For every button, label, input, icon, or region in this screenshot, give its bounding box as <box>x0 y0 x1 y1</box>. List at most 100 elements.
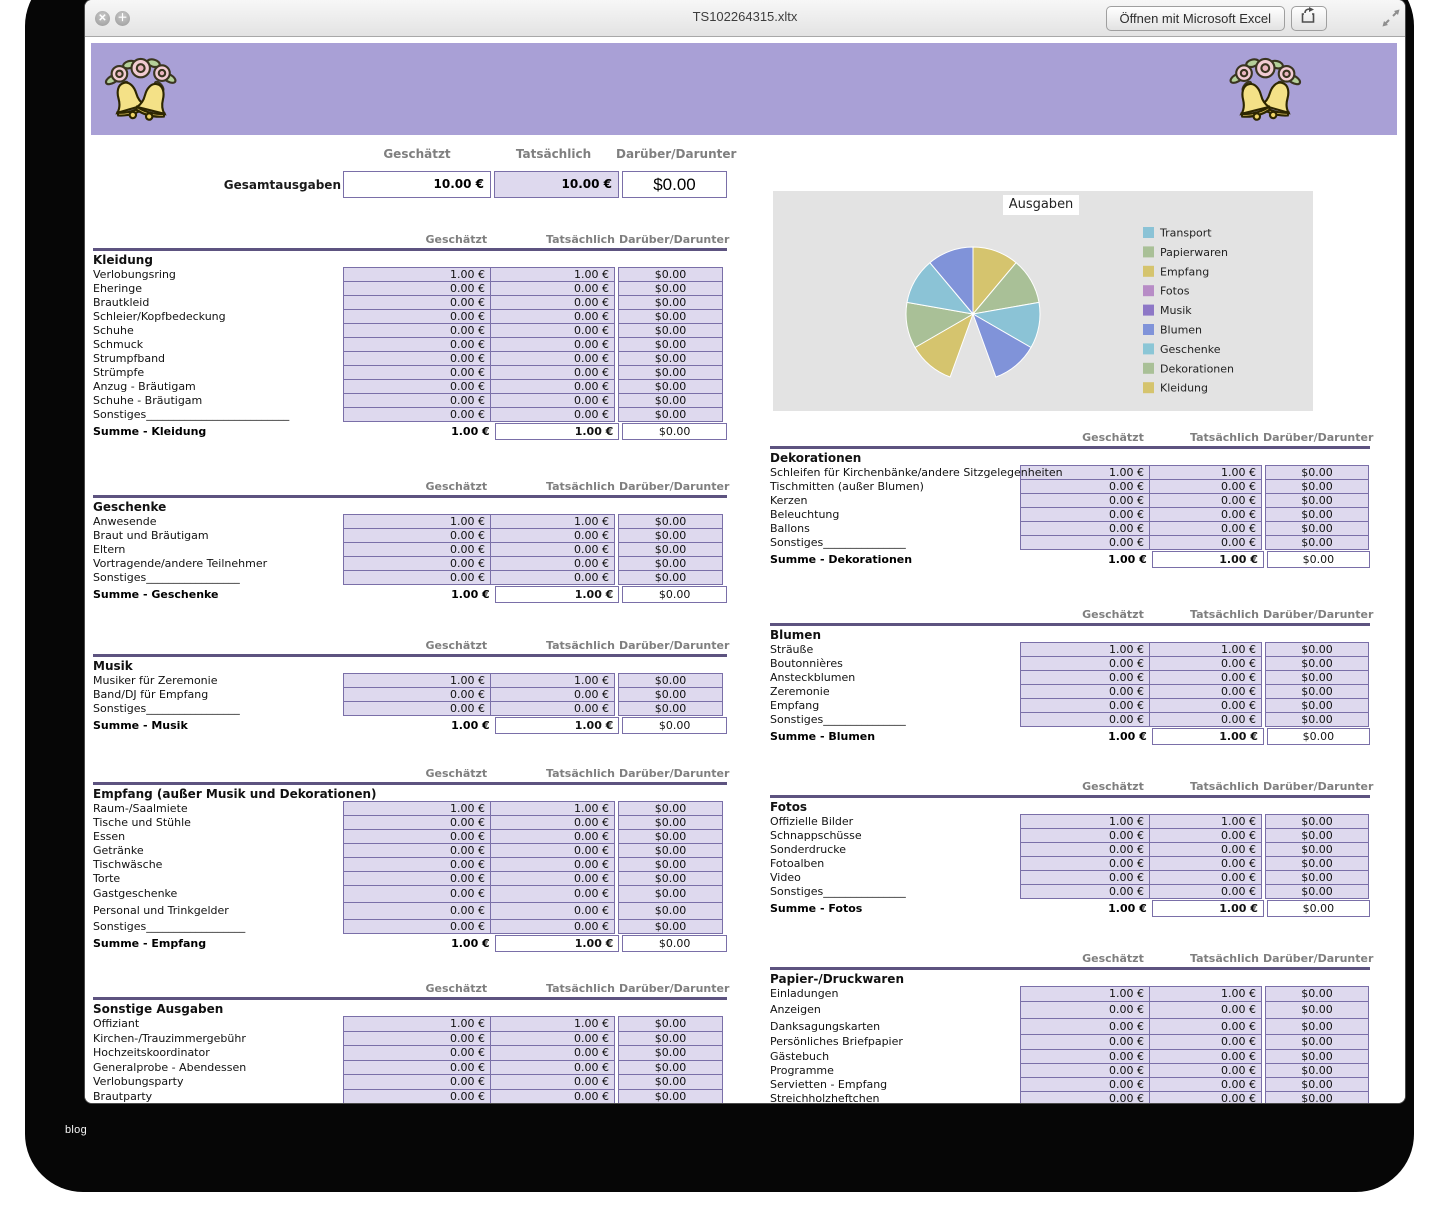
table-row: Gastgeschenke 0.00 €0.00 € $0.00 <box>93 885 727 903</box>
legend-swatch <box>1143 324 1154 335</box>
actual-cell: 0.00 € <box>490 365 615 380</box>
table-row: Personal und Trinkgelder 0.00 €0.00 € $0.0… <box>93 902 727 920</box>
table-row: Schmuck 0.00 €0.00 € $0.00 <box>93 337 727 352</box>
wedding-bells-left <box>101 53 179 128</box>
section-rule <box>93 248 727 251</box>
section-rule <box>93 654 727 657</box>
sum-label: Summe - Musik <box>93 719 188 732</box>
table-row: Vortragende/andere Teilnehmer 0.00 €0.00 … <box>93 556 727 571</box>
close-button[interactable]: ✕ <box>95 11 110 26</box>
section-column-headers: Geschätzt Tatsächlich Darüber/Darunter <box>770 780 1373 793</box>
actual-cell: 0.00 € <box>1149 493 1262 508</box>
actual-cell: 0.00 € <box>490 701 615 716</box>
row-label: Torte <box>93 872 121 885</box>
section-title: Sonstige Ausgaben <box>93 1002 224 1016</box>
table-row: Sonstiges__________________________ 0.00 … <box>93 407 727 422</box>
row-label: Danksagungskarten <box>770 1020 881 1033</box>
row-label: Schleier/Kopfbedeckung <box>93 310 226 323</box>
row-label: Sonstiges_______________ <box>770 536 906 549</box>
section-title: Kleidung <box>93 253 153 267</box>
table-row: Offiziant 1.00 €1.00 € $0.00 <box>93 1016 727 1032</box>
row-label: Vortragende/andere Teilnehmer <box>93 557 268 570</box>
sum-estimated: 1.00 € <box>451 425 490 438</box>
sum-over-under-cell: $0.00 <box>622 935 727 952</box>
column-header-actual: Tatsächlich <box>1190 952 1259 965</box>
actual-cell: 0.00 € <box>490 687 615 702</box>
share-button[interactable] <box>1291 6 1327 31</box>
section-title: Papier-/Druckwaren <box>770 972 904 986</box>
column-header-actual: Tatsächlich <box>546 639 615 652</box>
over-under-cell: $0.00 <box>1265 535 1369 550</box>
over-under-cell: $0.00 <box>1265 814 1369 829</box>
over-under-cell: $0.00 <box>1265 712 1369 727</box>
section-left-2: Geschätzt Tatsächlich Darüber/Darunter Musi… <box>93 639 729 734</box>
over-under-cell: $0.00 <box>618 885 723 903</box>
sum-actual-cell: 1.00 € <box>1151 900 1264 917</box>
footer-watermark: blog <box>65 1124 87 1136</box>
column-header-estimated: Geschätzt <box>1082 608 1144 621</box>
actual-cell: 0.00 € <box>1149 670 1262 685</box>
section-rule <box>93 495 727 498</box>
estimated-cell: 0.00 € <box>1020 1090 1150 1103</box>
row-label: Ansteckblumen <box>770 671 856 684</box>
over-under-cell: $0.00 <box>1265 870 1369 885</box>
summary-actual-cell: 10.00 € <box>494 171 619 198</box>
section-rule <box>770 795 1370 798</box>
section-column-headers: Geschätzt Tatsächlich Darüber/Darunter <box>770 431 1373 444</box>
sum-row: Summe - Kleidung 1.00 €1.00 € $0.00 <box>93 423 727 440</box>
estimated-cell: 0.00 € <box>343 528 491 543</box>
actual-cell: 0.00 € <box>490 1030 615 1046</box>
table-row: Brautkleid 0.00 €0.00 € $0.00 <box>93 295 727 310</box>
estimated-cell: 1.00 € <box>343 673 491 688</box>
estimated-cell: 0.00 € <box>343 542 491 557</box>
table-row: Schuhe 0.00 €0.00 € $0.00 <box>93 323 727 338</box>
over-under-cell: $0.00 <box>1265 1048 1369 1064</box>
legend-swatch <box>1143 227 1154 238</box>
sum-estimated: 1.00 € <box>1108 730 1147 743</box>
estimated-cell: 0.00 € <box>343 1074 491 1090</box>
row-label: Sonstiges_______________ <box>770 885 906 898</box>
over-under-cell: $0.00 <box>618 295 723 310</box>
column-header-over-under: Darüber/Darunter <box>1263 952 1374 965</box>
row-label: Persönliches Briefpapier <box>770 1035 903 1048</box>
sum-actual-cell: 1.00 € <box>494 423 620 440</box>
over-under-cell: $0.00 <box>1265 1076 1369 1092</box>
sum-row: Summe - Musik 1.00 €1.00 € $0.00 <box>93 717 727 734</box>
estimated-cell: 0.00 € <box>343 857 491 872</box>
actual-cell: 0.00 € <box>1149 684 1262 699</box>
row-label: Schmuck <box>93 338 144 351</box>
actual-cell: 0.00 € <box>490 407 615 422</box>
estimated-cell: 0.00 € <box>1020 535 1150 550</box>
sum-estimated: 1.00 € <box>1108 902 1147 915</box>
column-header-actual: Tatsächlich <box>1190 608 1259 621</box>
table-row: Anwesende 1.00 €1.00 € $0.00 <box>93 514 727 529</box>
over-under-cell: $0.00 <box>618 843 723 858</box>
fullscreen-button[interactable] <box>1381 8 1401 28</box>
estimated-cell: 0.00 € <box>1020 684 1150 699</box>
sum-over-under-cell: $0.00 <box>1266 900 1370 917</box>
actual-cell: 1.00 € <box>490 514 615 529</box>
legend-label: Kleidung <box>1160 382 1208 395</box>
section-right-2: Geschätzt Tatsächlich Darüber/Darunter Foto… <box>770 780 1373 917</box>
sum-over-under-cell: $0.00 <box>622 586 727 603</box>
sum-label: Summe - Geschenke <box>93 588 219 601</box>
column-header-estimated: Geschätzt <box>1082 780 1144 793</box>
row-label: Schleifen für Kirchenbänke/andere Sitzge… <box>770 466 1063 479</box>
sum-actual-cell: 1.00 € <box>494 717 620 734</box>
sum-actual-cell: 1.00 € <box>494 935 620 952</box>
sum-actual-cell: 1.00 € <box>494 586 620 603</box>
over-under-cell: $0.00 <box>1265 521 1369 536</box>
open-with-excel-button[interactable]: Öffnen mit Microsoft Excel <box>1105 6 1285 31</box>
over-under-cell: $0.00 <box>618 801 723 816</box>
actual-cell: 0.00 € <box>1149 656 1262 671</box>
row-label: Strümpfe <box>93 366 145 379</box>
add-button[interactable]: ＋ <box>115 11 130 26</box>
over-under-cell: $0.00 <box>618 556 723 571</box>
over-under-cell: $0.00 <box>618 365 723 380</box>
legend-label: Papierwaren <box>1160 246 1228 259</box>
column-header-over-under: Darüber/Darunter <box>619 767 730 780</box>
row-label: Programme <box>770 1063 834 1077</box>
actual-cell: 0.00 € <box>490 528 615 543</box>
table-row: Strumpfband 0.00 €0.00 € $0.00 <box>93 351 727 366</box>
sum-over-under-cell: $0.00 <box>1266 551 1370 568</box>
